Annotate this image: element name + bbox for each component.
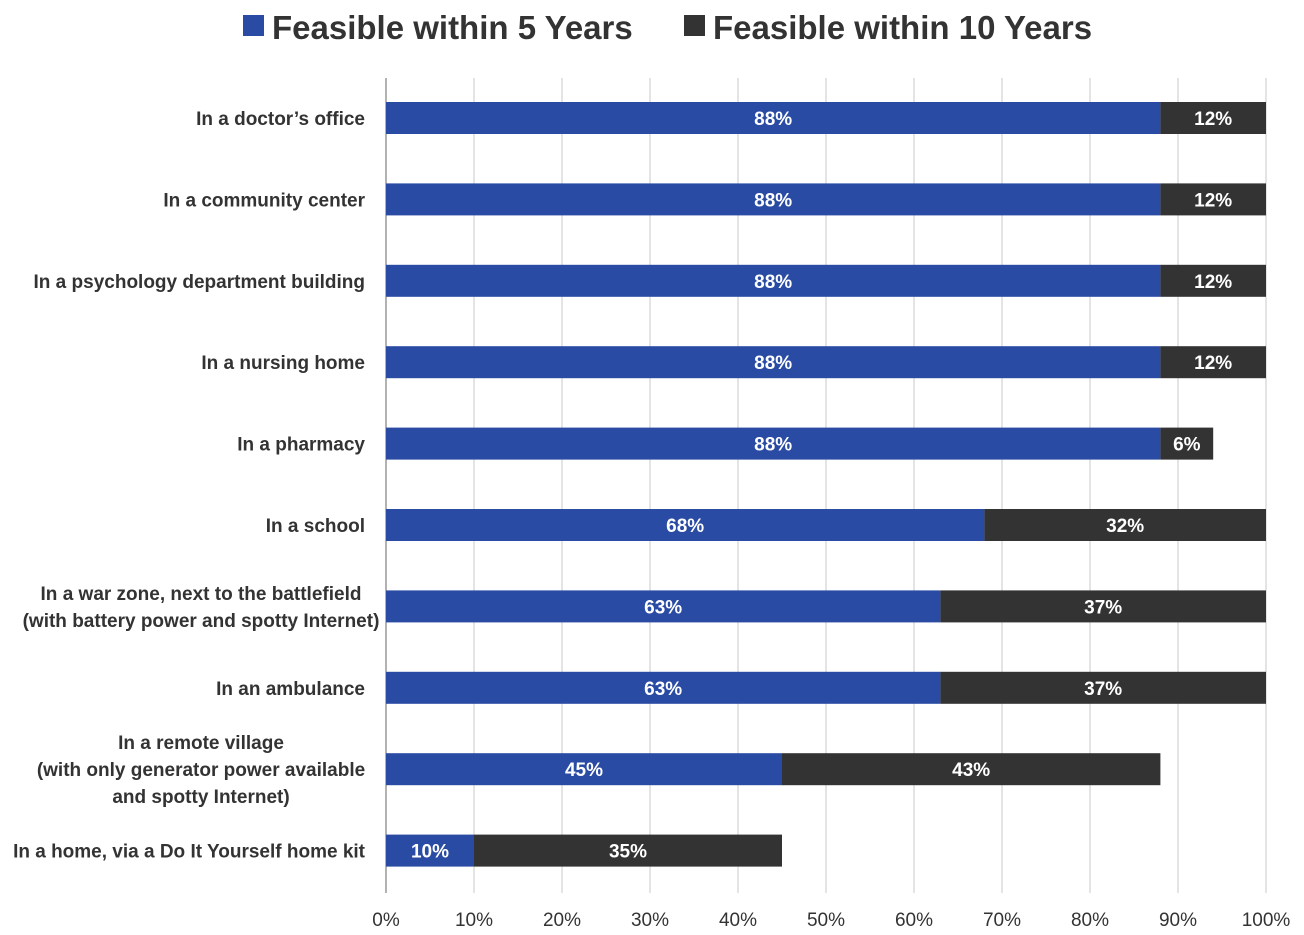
category-label: In a war zone, next to the battlefield (w…: [23, 584, 380, 632]
category-label: In a nursing home: [201, 353, 365, 374]
bar-value-label: 63%: [644, 597, 682, 618]
bar-segment: [940, 671, 1266, 704]
bar-segment: [1160, 183, 1266, 216]
bar-segment: [386, 346, 1161, 379]
category-label-line: (with only generator power available: [37, 760, 365, 781]
category-label-line: In an ambulance: [216, 679, 365, 700]
bar-segment: [984, 509, 1266, 541]
bar-value-label: 88%: [754, 272, 792, 293]
category-label: In a doctor’s office: [196, 109, 365, 130]
bar-value-label: 68%: [666, 516, 704, 537]
category-label-line: In a nursing home: [201, 353, 365, 374]
bar-value-label: 37%: [1084, 597, 1122, 618]
category-label: In a home, via a Do It Yourself home kit: [13, 842, 366, 863]
category-label: In a community center: [163, 190, 365, 211]
category-label: In a psychology department building: [34, 272, 365, 293]
bar-segment: [386, 834, 474, 867]
bar-segment: [782, 753, 1161, 786]
x-tick-label: 90%: [1159, 910, 1197, 930]
category-label: In a school: [266, 516, 365, 537]
category-label-line: In a home, via a Do It Yourself home kit: [13, 842, 366, 863]
category-label-line: In a pharmacy: [237, 435, 365, 456]
x-axis-ticks: 0% 10% 20% 30% 40% 50% 60% 70% 80% 90% 100%: [372, 910, 1291, 931]
category-label-line: and spotty Internet): [112, 787, 289, 808]
x-tick-label: 70%: [983, 910, 1021, 930]
x-tick-label: 20%: [543, 910, 581, 930]
bar-segment: [386, 671, 941, 704]
bar-value-label: 10%: [411, 842, 449, 863]
bar-value-label: 88%: [754, 435, 792, 456]
bar-segment: [386, 264, 1161, 297]
bar-value-label: 88%: [754, 190, 792, 211]
category-label-line: (with battery power and spotty Internet): [23, 611, 380, 632]
bar-value-label: 88%: [754, 353, 792, 374]
bar-segment: [386, 427, 1161, 460]
category-label-line: In a psychology department building: [34, 272, 365, 293]
category-label-line: In a school: [266, 516, 365, 537]
bar-value-label: 12%: [1194, 109, 1232, 130]
bar-value-label: 12%: [1194, 353, 1232, 374]
x-tick-label: 60%: [895, 910, 933, 930]
category-label-line: In a community center: [163, 190, 365, 211]
bar-segment: [386, 753, 782, 786]
bar-value-label: 43%: [952, 760, 990, 781]
bar-segment: [1160, 427, 1214, 460]
x-tick-label: 40%: [719, 910, 757, 930]
x-tick-label: 50%: [807, 910, 845, 930]
legend-label: Feasible within 10 Years: [713, 9, 1092, 46]
bar-segment: [1160, 102, 1266, 134]
category-label: In a remote village (with only generator …: [37, 733, 365, 808]
bar-value-label: 6%: [1173, 435, 1201, 456]
category-label-line: In a remote village: [118, 733, 284, 754]
category-labels: In a doctor’s office In a community cente…: [13, 109, 379, 863]
bars: 88% 12% 88% 12% 88% 12% 88% 12% 88% 6% 68% 32% 63% 37…: [386, 102, 1266, 867]
bar-segment: [386, 509, 985, 541]
legend-label: Feasible within 5 Years: [272, 9, 633, 46]
bar-value-label: 35%: [609, 842, 647, 863]
bar-segment: [474, 834, 782, 867]
bar-segment: [940, 590, 1266, 623]
bar-value-label: 63%: [644, 679, 682, 700]
bar-segment: [1160, 346, 1266, 379]
x-tick-label: 10%: [455, 910, 493, 930]
category-label: In an ambulance: [216, 679, 365, 700]
x-tick-label: 80%: [1071, 910, 1109, 930]
bar-value-label: 12%: [1194, 272, 1232, 293]
bar-segment: [1160, 264, 1266, 297]
legend-swatch: [243, 15, 264, 36]
x-tick-label: 0%: [372, 910, 400, 930]
bar-value-label: 37%: [1084, 679, 1122, 700]
category-label-line: In a war zone, next to the battlefield: [41, 584, 362, 605]
category-label: In a pharmacy: [237, 435, 365, 456]
bar-value-label: 45%: [565, 760, 603, 781]
legend-swatch: [684, 15, 705, 36]
bar-segment: [386, 102, 1161, 134]
legend: Feasible within 5 Years Feasible within 1…: [243, 9, 1092, 46]
bar-segment: [386, 183, 1161, 216]
bar-segment: [386, 590, 941, 623]
bar-value-label: 88%: [754, 109, 792, 130]
bar-value-label: 12%: [1194, 190, 1232, 211]
category-label-line: In a doctor’s office: [196, 109, 365, 130]
bar-value-label: 32%: [1106, 516, 1144, 537]
x-tick-label: 30%: [631, 910, 669, 930]
x-tick-label: 100%: [1242, 910, 1291, 930]
